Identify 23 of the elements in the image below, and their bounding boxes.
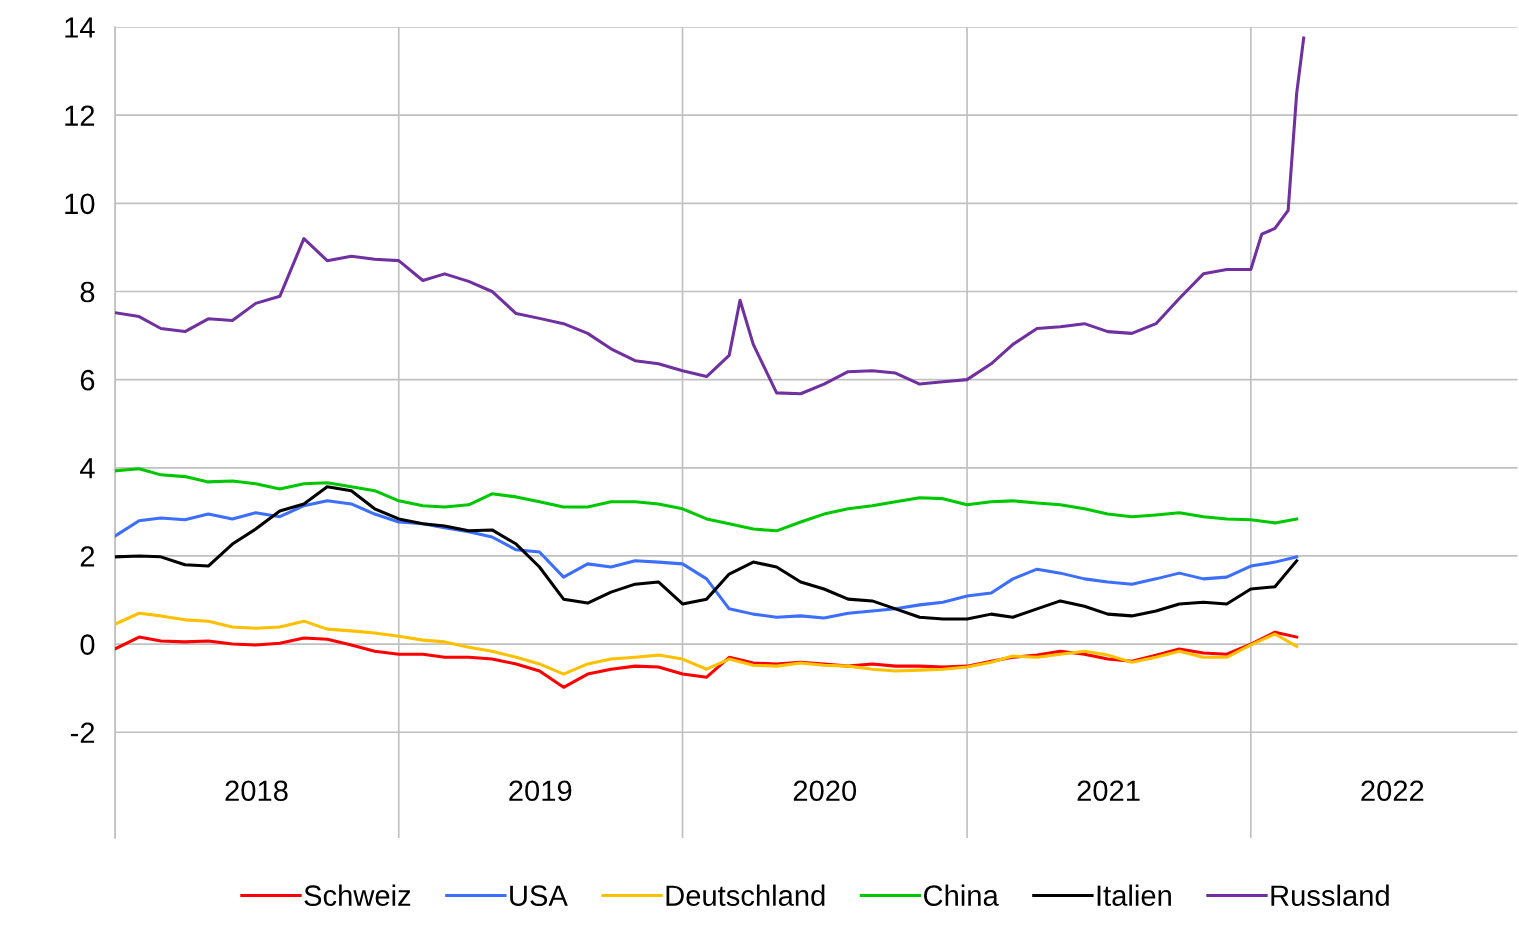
y-tick-label: 8	[80, 281, 95, 303]
x-tick-label: 2020	[793, 780, 857, 802]
y-tick-label: 0	[80, 634, 95, 655]
legend-label: Schweiz	[304, 884, 411, 906]
legend-label: Deutschland	[666, 884, 825, 906]
line-series	[114, 36, 1306, 396]
x-tick-label: 2022	[1361, 780, 1424, 802]
y-tick-label: 12	[65, 105, 95, 126]
line-series	[114, 467, 1299, 533]
legend-label: Russland	[1271, 884, 1389, 906]
y-tick-label: 6	[80, 369, 95, 391]
legend-label: China	[924, 884, 999, 906]
y-tick-label: 2	[80, 546, 95, 567]
legend-label: Italien	[1097, 884, 1171, 906]
legend-label: USA	[510, 885, 568, 906]
y-tick-label: 10	[65, 193, 95, 215]
y-tick-label: -2	[70, 722, 95, 743]
line-series	[114, 611, 1299, 676]
x-tick-label: 2021	[1077, 780, 1140, 802]
x-tick-label: 2019	[509, 780, 572, 802]
y-tick-label: 14	[65, 17, 95, 38]
x-tick-label: 2018	[225, 780, 288, 802]
y-tick-label: 4	[79, 458, 95, 479]
